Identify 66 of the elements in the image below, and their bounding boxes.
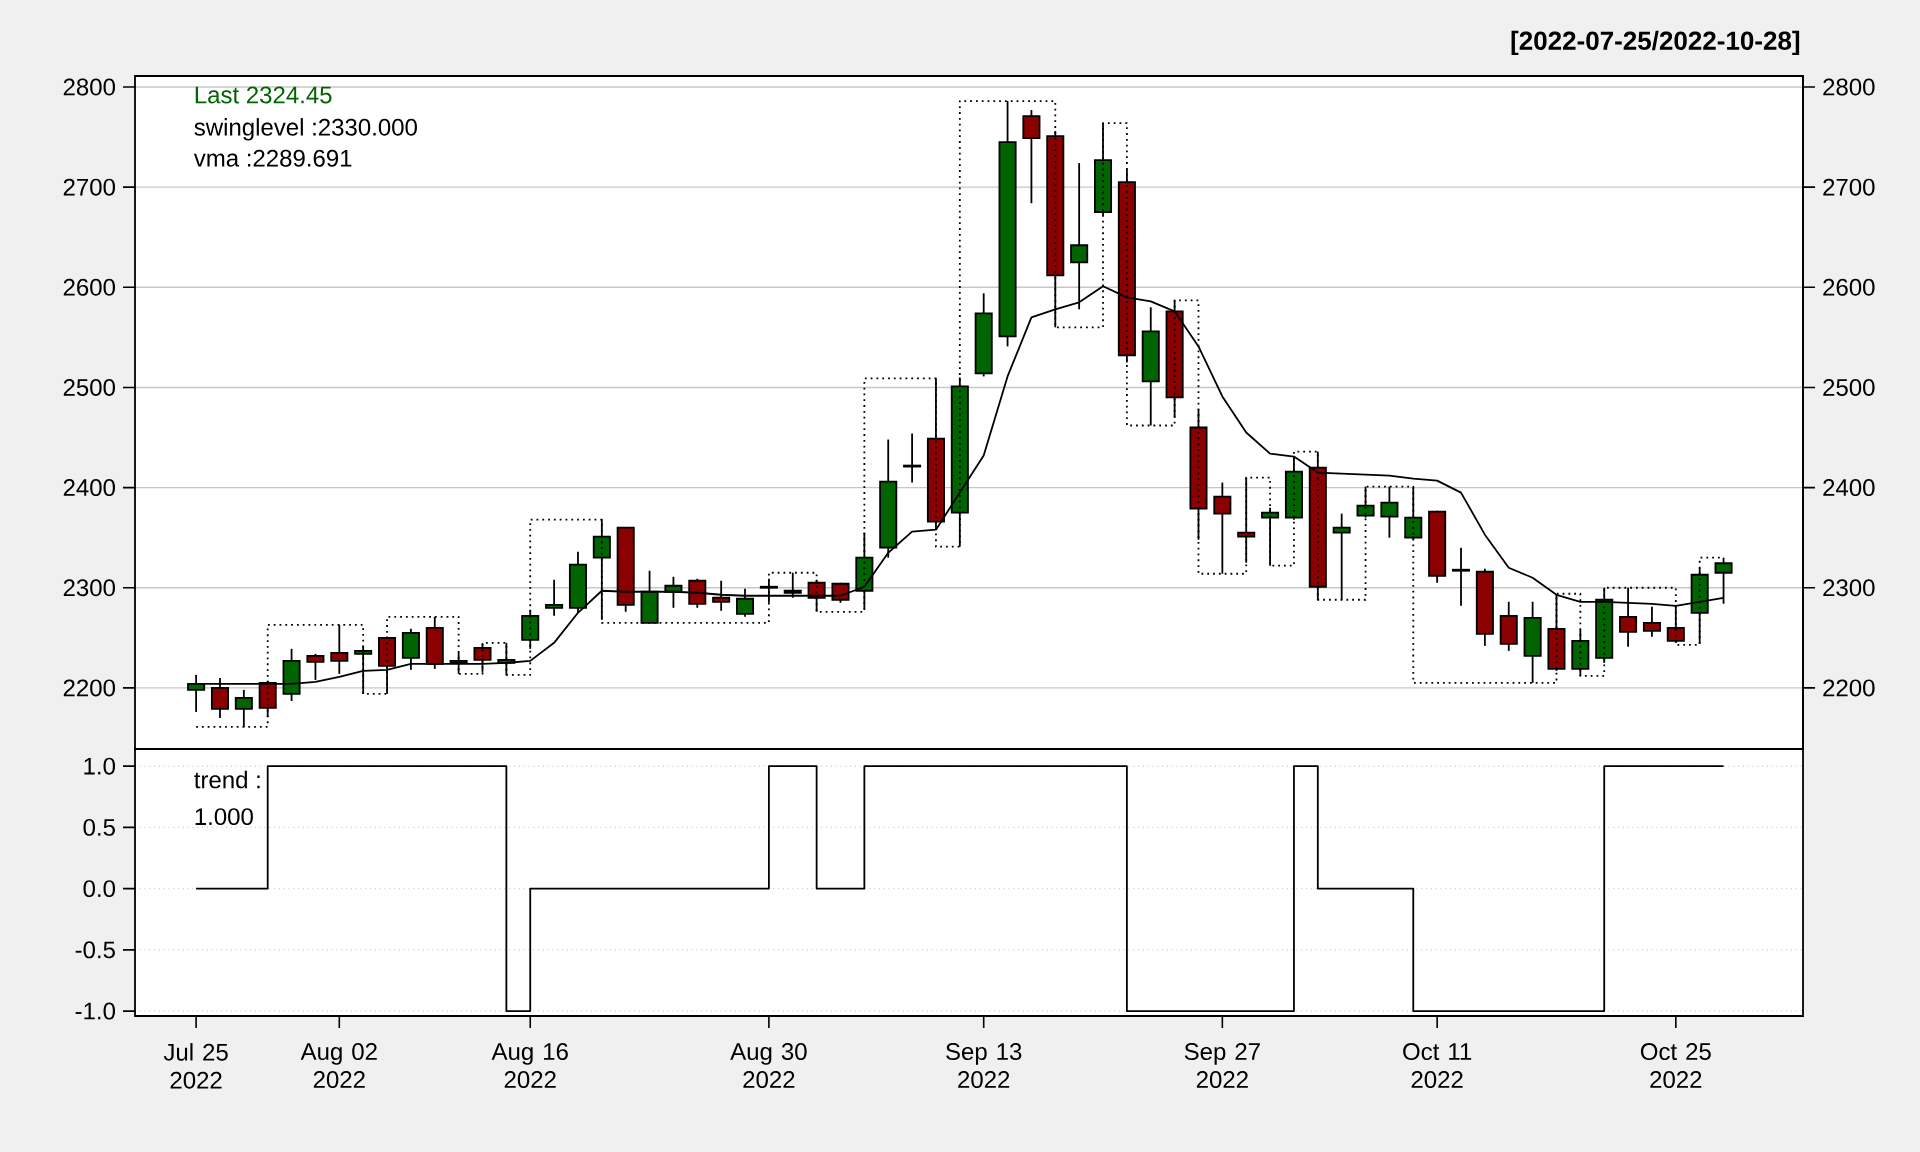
candlestick [1690,566,1709,645]
candlestick [592,518,611,621]
candlestick [1452,546,1471,607]
y-tick-label: -0.5 [75,941,115,959]
y-tick-label: 2500 [63,378,115,396]
x-tick-label: Sep 13 2022 [946,1043,1022,1089]
candlestick [1404,486,1423,541]
candlestick [1308,450,1327,601]
y-tick-label: 2600 [63,278,115,296]
y2-tick-label: 2400 [1823,479,1875,497]
candlestick [1261,506,1280,567]
candlestick [330,623,349,675]
candlestick [1666,605,1685,644]
candlestick [1094,122,1113,217]
annotation: vma :2289.691 [193,149,352,167]
candlestick [926,377,945,531]
candlestick [1547,593,1566,672]
candlestick [759,577,778,604]
candlestick [950,376,969,548]
y2-tick-label: 2200 [1823,679,1875,697]
candlestick [1595,586,1614,664]
candlestick [783,571,802,599]
y-tick-label: 0.5 [83,818,115,836]
candlestick [688,577,707,609]
x-tick-label: Aug 16 2022 [491,1043,568,1089]
candlestick [712,579,731,612]
y2-tick-label: 2300 [1823,579,1875,597]
candlestick [1380,485,1399,539]
y-tick-label: 1.0 [84,757,116,775]
x-tick-label: Oct 25 2022 [1640,1043,1711,1089]
y-tick-label: 2200 [63,679,115,697]
candlestick [1284,455,1303,521]
x-tick-label: Aug 30 2022 [730,1043,807,1089]
candlestick [1619,586,1638,648]
candlestick [1356,485,1375,519]
candlestick [1571,628,1590,677]
candlestick [1642,605,1661,638]
y2-tick-label: 2500 [1823,378,1875,396]
y-tick-label: 2400 [63,479,115,497]
annotation: swinglevel :2330.000 [194,118,417,141]
annotation: trend : [194,770,260,789]
candlestick [545,578,564,617]
x-tick-label: Aug 02 2022 [300,1043,377,1089]
x-tick-label: Sep 27 2022 [1184,1043,1260,1089]
y2-tick-label: 2700 [1823,178,1875,196]
y2-tick-label: 2800 [1823,78,1875,96]
candlestick [1332,512,1351,601]
y-tick-label: 2300 [63,579,115,597]
y-tick-label: 2800 [63,78,115,96]
candlestick [306,652,325,681]
candlestick [736,587,755,618]
annotation: 1.000 [195,808,253,826]
x-tick-label: Oct 11 2022 [1403,1043,1472,1089]
x-tick-label: Jul 25 2022 [163,1043,228,1089]
annotation: Last 2324.45 [195,86,332,104]
candlestick [1189,408,1208,541]
y-tick-label: 2700 [63,178,115,196]
candlestick [1237,476,1256,564]
y-tick-label: -1.0 [75,1002,116,1020]
candlestick [1213,481,1232,575]
candlestick [473,642,492,673]
chart-subtitle: [2022-07-25/2022-10-28] [1511,30,1800,56]
candlestick [1165,299,1184,419]
candlestick [1022,109,1041,205]
y2-tick-label: 2600 [1823,278,1875,296]
y-tick-label: 0.0 [83,880,116,898]
